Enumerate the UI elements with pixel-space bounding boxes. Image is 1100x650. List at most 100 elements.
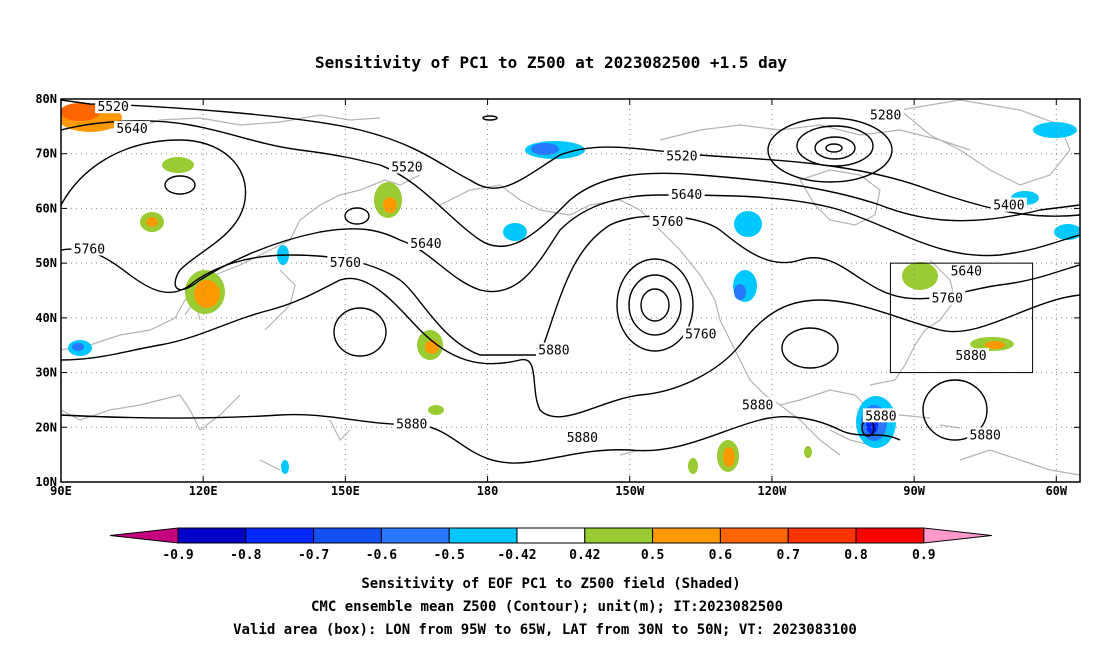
colorbar-level-label: 0.9 <box>912 548 935 563</box>
colorbar: -0.9 -0.8 -0.7 -0.6 -0.5 -0.42 0.42 0.5 0.6 0.7 0.… <box>109 527 992 563</box>
lon-label: 60W <box>1045 484 1067 498</box>
contour-line <box>61 277 1080 418</box>
colorbar-segment <box>719 527 789 544</box>
coast-canada-arctic <box>659 124 971 151</box>
lat-label: 80N <box>35 92 57 106</box>
contour-label-bg <box>929 290 966 305</box>
contour-label-bg <box>862 408 899 423</box>
lat-label: 10N <box>35 475 57 489</box>
lat-label: 20N <box>35 420 57 434</box>
contour-label: 5880 <box>396 418 427 433</box>
shade-patch-positive <box>428 405 444 415</box>
colorbar-segment <box>855 527 925 544</box>
valid-area-box <box>889 262 1034 374</box>
colorbar-level-label: 0.42 <box>569 548 600 563</box>
colorbar-level-label: 0.5 <box>641 548 664 563</box>
coast-china-south <box>61 394 241 431</box>
contour-line <box>61 413 901 464</box>
lon-label: 150W <box>615 484 645 498</box>
contour-label-bg <box>682 326 719 341</box>
contour-closed <box>616 258 694 352</box>
contour-line <box>61 215 1080 356</box>
z500-contours <box>61 99 1080 464</box>
colorbar-segment <box>516 527 586 544</box>
contour-line <box>61 120 1080 247</box>
shade-patch-positive <box>688 458 698 474</box>
contour-label: 5640 <box>410 237 441 252</box>
contour-label: 5760 <box>932 292 963 307</box>
contour-label: 5640 <box>116 122 147 137</box>
contour-label-bg <box>867 107 904 122</box>
shade-patch-positive <box>383 197 397 213</box>
shade-patch-negative <box>734 211 762 237</box>
axis-ticks <box>60 98 1080 483</box>
contour-label: 5760 <box>652 215 683 230</box>
lon-label: 90W <box>903 484 925 498</box>
contour-closed <box>814 136 856 160</box>
contour-closed <box>640 288 670 322</box>
coast-greenland <box>898 99 1071 186</box>
colorbar-level-label: -0.42 <box>497 548 536 563</box>
colorbar-level-label: 0.8 <box>844 548 868 563</box>
footer-valid-area: Valid area (box): LON from 95W to 65W, L… <box>233 622 857 638</box>
contour-label-bg <box>95 99 132 114</box>
contour-label-bg <box>668 186 705 201</box>
colorbar-over-triangle <box>923 527 992 544</box>
contour-label-bg <box>327 255 364 270</box>
colorbar-under-triangle <box>109 527 179 544</box>
colorbar-level-label: -0.7 <box>298 548 329 563</box>
contour-label: 5640 <box>951 264 982 279</box>
contour-closed <box>628 274 682 336</box>
shade-patch-negative <box>531 143 559 155</box>
coast-hudson-bay <box>799 169 881 226</box>
shade-patch-positive <box>723 447 735 467</box>
colorbar-segment <box>245 527 315 544</box>
coast-south-america <box>959 449 1080 476</box>
map-plot-area: 5520 5640 5520 5520 5640 5760 5640 5760 5760 5280… <box>61 99 1080 482</box>
footer-shading-description: Sensitivity of EOF PC1 to Z500 field (Sh… <box>361 576 740 592</box>
contour-label: 5520 <box>666 149 697 164</box>
coast-north-america-east <box>869 259 956 386</box>
shade-patch-positive <box>804 446 812 458</box>
contour-closed <box>482 115 498 121</box>
shade-patch-negative <box>734 284 746 300</box>
contour-label-bg <box>990 197 1027 212</box>
contour-label-bg <box>739 397 776 412</box>
contour-label: 5880 <box>538 344 569 359</box>
contour-closed <box>796 125 874 167</box>
contour-label-bg <box>948 263 985 278</box>
contour-label-bg <box>407 235 444 250</box>
shade-patch-negative <box>503 223 527 241</box>
contour-label: 5760 <box>74 242 105 257</box>
colorbar-level-label: 0.6 <box>709 548 733 563</box>
colorbar-segment <box>584 527 654 544</box>
shade-patch-positive <box>985 341 1005 349</box>
contour-label: 5280 <box>870 108 901 123</box>
colorbar-level-label: -0.5 <box>434 548 465 563</box>
contour-closed <box>164 175 196 195</box>
shade-patch-positive <box>902 262 938 290</box>
contour-label-bg <box>564 430 601 445</box>
colorbar-level-label: -0.6 <box>366 548 397 563</box>
contour-label: 5880 <box>970 428 1001 443</box>
contour-label-bg <box>649 214 686 229</box>
lon-label: 180 <box>477 484 499 498</box>
coast-alaska <box>439 184 641 216</box>
latitude-labels: 80N 70N 60N 50N 40N 30N 20N 10N <box>35 92 57 489</box>
contour-label: 5400 <box>993 199 1024 214</box>
lat-label: 60N <box>35 201 57 215</box>
colorbar-segment <box>652 527 721 544</box>
shade-patch-positive <box>194 280 220 308</box>
longitude-labels: 90E 120E 150E 180 150W 120W 90W 60W <box>50 484 1068 498</box>
shade-patch-negative <box>1033 122 1077 138</box>
contour-closed <box>344 207 370 225</box>
coast-asia-east <box>61 174 421 351</box>
shade-patch-negative <box>1054 224 1080 240</box>
contour-label: 5880 <box>742 398 773 413</box>
colorbar-segment <box>448 527 518 544</box>
contour-label: 5880 <box>955 349 986 364</box>
contour-label: 5640 <box>671 188 702 203</box>
shade-patch-positive <box>146 217 158 227</box>
figure-title: Sensitivity of PC1 to Z500 at 2023082500… <box>315 53 787 72</box>
contour-label-bg <box>535 342 572 357</box>
